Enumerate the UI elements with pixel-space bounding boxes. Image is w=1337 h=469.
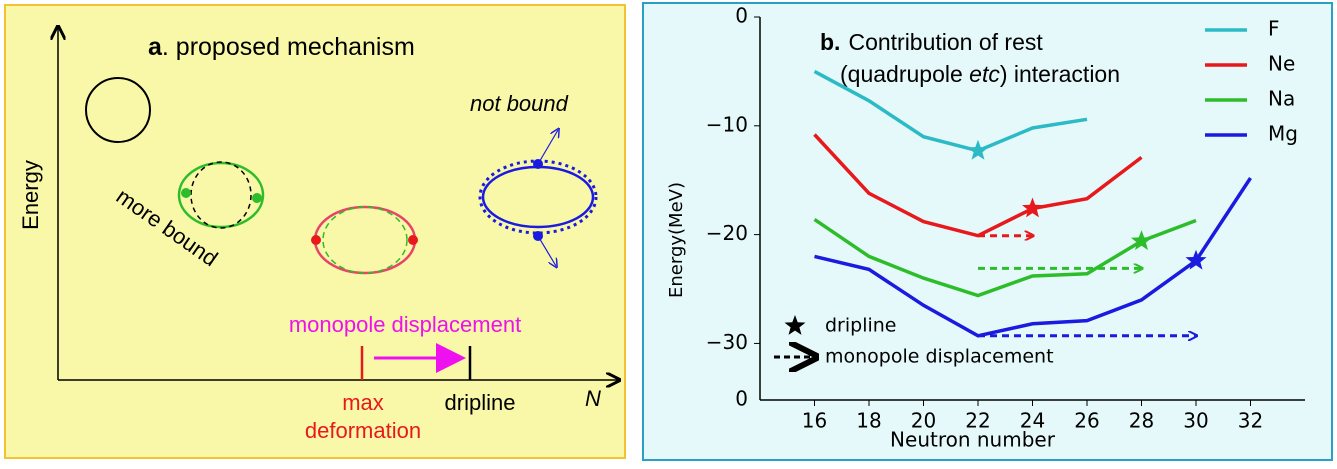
title-part: ) interaction (1000, 61, 1120, 87)
title-part: (quadrupole (840, 61, 969, 87)
sphere (85, 77, 151, 143)
title-part: b. (820, 29, 840, 55)
arrow (537, 235, 556, 266)
chart-title: (quadrupole etc) interaction (840, 61, 1120, 87)
panel-a: a. proposed mechanism Energy N more boun… (4, 4, 626, 459)
dripline-star (1022, 197, 1043, 218)
y-tick-label: −10 (706, 112, 748, 136)
legend-label: F (1268, 17, 1280, 41)
origin-label: 0 (735, 387, 748, 411)
series-line (813, 69, 1088, 153)
dripline-star (1185, 249, 1207, 270)
x-tick-label: 22 (965, 409, 990, 433)
chart-title: b. Contribution of rest (820, 29, 1043, 55)
legend-star (784, 315, 806, 335)
ellipse (322, 206, 408, 274)
panel-bg (4, 4, 626, 459)
dripline-star (967, 139, 989, 160)
legend-label: Ne (1268, 52, 1295, 76)
legend-label: dripline (825, 315, 897, 337)
arrow (537, 130, 558, 165)
dot (408, 235, 418, 245)
x-tick-label: 20 (911, 409, 936, 433)
max-label: deformation (305, 418, 421, 443)
x-label: N (585, 386, 601, 411)
y-tick-label: −30 (706, 330, 748, 354)
not-bound: not bound (470, 91, 569, 116)
title-part: etc (969, 61, 1000, 87)
ellipse (177, 161, 265, 229)
panel-title: a. proposed mechanism (148, 33, 415, 61)
title-part: Contribution of rest (848, 29, 1043, 55)
legend-label: Mg (1268, 122, 1298, 146)
series-line (814, 177, 1252, 338)
x-tick-label: 16 (802, 409, 827, 433)
legend-label: monopole displacement (825, 346, 1054, 368)
series-line (813, 217, 1197, 298)
max-label: max (342, 390, 384, 415)
ellipse (190, 161, 252, 229)
x-tick-label: 32 (1238, 409, 1263, 433)
dripline-label: dripline (445, 390, 516, 415)
y-tick-label: 0 (735, 4, 748, 28)
y-tick-label: −20 (706, 221, 748, 245)
x-tick-label: 30 (1183, 409, 1208, 433)
panel-b: 0 −10 −20 −30 0 16 18 20 22 24 26 28 30 32 Neutron num… (666, 4, 1305, 452)
dripline-star (1131, 230, 1152, 250)
dot (181, 188, 191, 198)
x-tick-label: 24 (1020, 409, 1045, 433)
dot (252, 193, 262, 203)
y-label: Energy(MeV) (666, 182, 687, 298)
dot (311, 235, 321, 245)
y-label: Energy (18, 160, 43, 230)
legend-label: Na (1268, 87, 1295, 111)
displacement-label: monopole displacement (289, 312, 521, 337)
x-tick-label: 18 (856, 409, 881, 433)
x-tick-label: 26 (1074, 409, 1099, 433)
x-tick-label: 28 (1129, 409, 1154, 433)
x-label: Neutron number (890, 428, 1056, 452)
